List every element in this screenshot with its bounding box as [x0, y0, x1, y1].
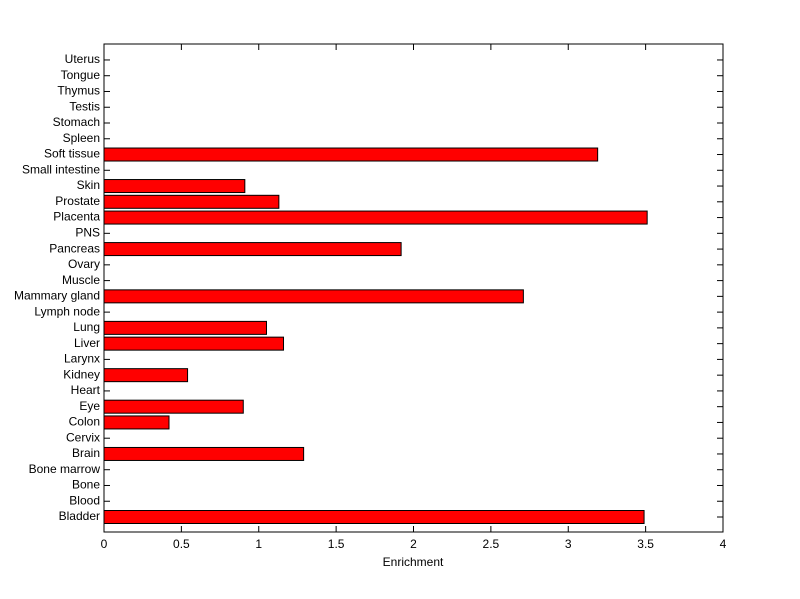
x-tick-label: 2.5	[483, 537, 500, 551]
y-tick-label: Eye	[79, 399, 100, 413]
y-tick-label: Liver	[74, 336, 100, 350]
y-tick-label: Tongue	[61, 68, 101, 82]
y-tick-label: Kidney	[63, 367, 100, 381]
x-axis-label: Enrichment	[383, 555, 444, 569]
y-tick-label: Small intestine	[22, 162, 100, 176]
y-tick-label: Pancreas	[49, 241, 100, 255]
y-tick-label: PNS	[75, 225, 100, 239]
y-tick-label: Skin	[77, 178, 100, 192]
bar	[103, 194, 280, 209]
y-tick-label: Uterus	[65, 52, 100, 66]
y-tick-label: Lymph node	[34, 304, 100, 318]
y-tick-label: Muscle	[62, 273, 100, 287]
x-tick-label: 0	[101, 537, 108, 551]
y-tick-label: Spleen	[63, 131, 100, 145]
y-tick-label: Soft tissue	[44, 147, 100, 161]
bar	[103, 446, 305, 461]
y-tick-label: Bone	[72, 478, 100, 492]
bar	[103, 510, 645, 524]
y-tick-label: Colon	[69, 415, 100, 429]
y-tick-label: Stomach	[53, 115, 100, 129]
x-tick-label: 2	[410, 537, 417, 551]
y-tick-label: Mammary gland	[14, 289, 100, 303]
y-tick-label: Brain	[72, 446, 100, 460]
bar	[103, 368, 189, 383]
bar	[103, 179, 246, 194]
bar	[103, 289, 524, 304]
x-tick-label: 4	[720, 537, 727, 551]
y-tick-label: Lung	[73, 320, 100, 334]
y-tick-label: Bone marrow	[29, 462, 101, 476]
y-tick-label: Ovary	[68, 257, 100, 271]
y-tick-label: Bladder	[59, 509, 100, 523]
bar	[103, 336, 285, 351]
bar	[103, 320, 267, 335]
x-tick-label: 3	[565, 537, 572, 551]
bar	[103, 242, 402, 257]
y-tick-label: Prostate	[55, 194, 100, 208]
y-tick-label: Heart	[71, 383, 101, 397]
y-tick-label: Cervix	[66, 430, 100, 444]
bar	[103, 210, 648, 225]
y-tick-label: Placenta	[53, 210, 100, 224]
x-tick-label: 1.5	[328, 537, 345, 551]
y-tick-label: Larynx	[64, 352, 100, 366]
y-tick-label: Thymus	[57, 84, 100, 98]
bar	[103, 415, 170, 430]
bar	[103, 399, 244, 414]
x-tick-label: 3.5	[637, 537, 654, 551]
y-tick-label: Testis	[69, 99, 100, 113]
bar	[103, 147, 599, 162]
x-tick-label: 0.5	[173, 537, 190, 551]
y-tick-label: Blood	[69, 493, 100, 507]
x-tick-label: 1	[255, 537, 262, 551]
